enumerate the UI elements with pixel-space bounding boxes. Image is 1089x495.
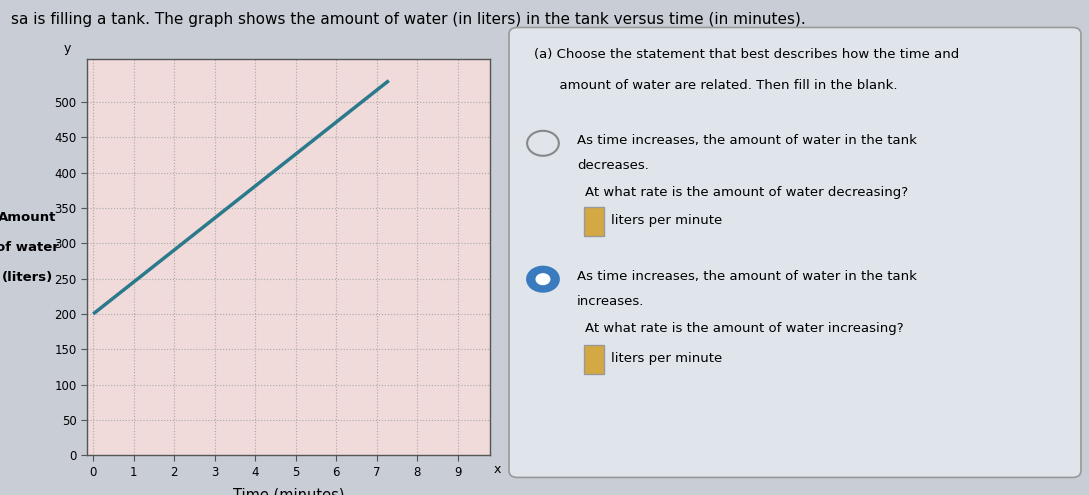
Text: decreases.: decreases. bbox=[577, 159, 649, 172]
Text: of water: of water bbox=[0, 241, 59, 254]
Text: amount of water are related. Then fill in the blank.: amount of water are related. Then fill i… bbox=[535, 79, 898, 92]
FancyBboxPatch shape bbox=[509, 27, 1081, 477]
FancyBboxPatch shape bbox=[584, 206, 604, 236]
Text: (liters): (liters) bbox=[1, 271, 53, 284]
Text: Amount: Amount bbox=[0, 211, 57, 224]
Text: liters per minute: liters per minute bbox=[611, 352, 722, 365]
Circle shape bbox=[527, 267, 559, 292]
FancyBboxPatch shape bbox=[584, 345, 604, 374]
Text: y: y bbox=[63, 43, 71, 55]
Text: At what rate is the amount of water decreasing?: At what rate is the amount of water decr… bbox=[586, 186, 908, 198]
Text: liters per minute: liters per minute bbox=[611, 214, 722, 227]
Text: x: x bbox=[494, 463, 501, 476]
Circle shape bbox=[536, 274, 550, 285]
Text: (a) Choose the statement that best describes how the time and: (a) Choose the statement that best descr… bbox=[535, 48, 959, 60]
Text: At what rate is the amount of water increasing?: At what rate is the amount of water incr… bbox=[586, 322, 904, 335]
X-axis label: Time (minutes): Time (minutes) bbox=[233, 487, 344, 495]
Text: As time increases, the amount of water in the tank: As time increases, the amount of water i… bbox=[577, 270, 917, 283]
Text: increases.: increases. bbox=[577, 295, 645, 308]
Text: As time increases, the amount of water in the tank: As time increases, the amount of water i… bbox=[577, 134, 917, 148]
Text: sa is filling a tank. The graph shows the amount of water (in liters) in the tan: sa is filling a tank. The graph shows th… bbox=[11, 12, 806, 27]
